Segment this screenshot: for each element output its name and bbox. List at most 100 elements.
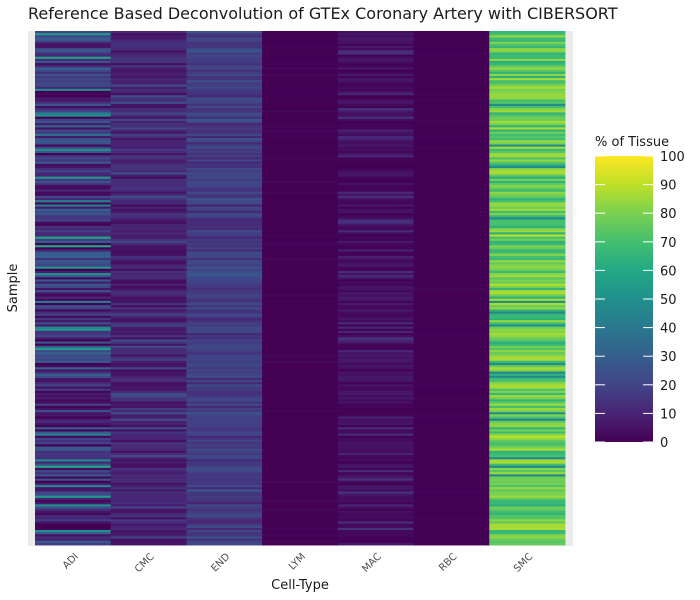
heatmap-cell bbox=[262, 80, 339, 83]
heatmap-cell bbox=[186, 165, 263, 169]
heatmap-cell bbox=[489, 202, 566, 205]
heatmap-cell bbox=[413, 500, 490, 503]
heatmap-cell bbox=[186, 148, 263, 152]
heatmap-cell bbox=[262, 35, 339, 38]
heatmap-cell bbox=[337, 116, 414, 120]
heatmap-cell bbox=[35, 515, 112, 518]
heatmap-cell bbox=[337, 245, 414, 248]
heatmap-cell bbox=[489, 97, 566, 100]
heatmap-cell bbox=[35, 418, 112, 422]
heatmap-cell bbox=[413, 369, 490, 372]
heatmap-cell bbox=[262, 172, 339, 175]
heatmap-cell bbox=[337, 328, 414, 332]
heatmap-cell bbox=[186, 290, 263, 293]
heatmap-cell bbox=[110, 493, 187, 497]
heatmap-cell bbox=[110, 440, 187, 443]
heatmap-cell bbox=[413, 448, 490, 452]
heatmap-cell bbox=[35, 437, 112, 441]
heatmap-cell bbox=[186, 337, 263, 340]
heatmap-cell bbox=[413, 170, 490, 173]
heatmap-cell bbox=[110, 73, 187, 77]
heatmap-cell bbox=[110, 204, 187, 208]
heatmap-cell bbox=[186, 504, 263, 507]
heatmap-cell bbox=[110, 285, 187, 289]
heatmap-cell bbox=[413, 313, 490, 317]
heatmap-cell bbox=[186, 343, 263, 347]
heatmap-cell bbox=[110, 191, 187, 195]
heatmap-cell bbox=[262, 313, 339, 317]
heatmap-cell bbox=[489, 112, 566, 115]
heatmap-cell bbox=[489, 165, 566, 169]
heatmap-cell bbox=[110, 412, 187, 415]
heatmap-cell bbox=[186, 390, 263, 394]
heatmap-cell bbox=[186, 125, 263, 128]
heatmap-cell bbox=[110, 433, 187, 437]
heatmap-cell bbox=[186, 48, 263, 51]
heatmap-cell bbox=[262, 452, 339, 456]
heatmap-cell bbox=[489, 150, 566, 154]
heatmap-cell bbox=[489, 114, 566, 118]
heatmap-cell bbox=[262, 521, 339, 524]
heatmap-cell bbox=[110, 245, 187, 248]
heatmap-cell bbox=[413, 536, 490, 539]
heatmap-cell bbox=[337, 54, 414, 58]
heatmap-cell bbox=[35, 56, 112, 60]
heatmap-cell bbox=[413, 146, 490, 150]
heatmap-cell bbox=[337, 309, 414, 312]
heatmap-cell bbox=[489, 431, 566, 435]
heatmap-cell bbox=[337, 101, 414, 105]
heatmap-cell bbox=[413, 343, 490, 347]
heatmap-cell bbox=[186, 416, 263, 420]
heatmap-cell bbox=[110, 69, 187, 73]
heatmap-cell bbox=[262, 50, 339, 53]
heatmap-cell bbox=[110, 110, 187, 113]
heatmap-cell bbox=[110, 176, 187, 180]
heatmap-cell bbox=[186, 358, 263, 362]
heatmap-cell bbox=[35, 249, 112, 252]
heatmap-cell bbox=[35, 131, 112, 135]
heatmap-cell bbox=[413, 120, 490, 124]
heatmap-cell bbox=[337, 258, 414, 261]
heatmap-cell bbox=[262, 392, 339, 396]
heatmap-cell bbox=[35, 290, 112, 293]
heatmap-cell bbox=[337, 56, 414, 60]
heatmap-cell bbox=[186, 465, 263, 469]
heatmap-cells bbox=[35, 31, 566, 546]
heatmap-cell bbox=[110, 298, 187, 302]
heatmap-cell bbox=[186, 123, 263, 126]
heatmap-cell bbox=[186, 88, 263, 92]
heatmap-cell bbox=[110, 322, 187, 325]
heatmap-cell bbox=[413, 80, 490, 83]
heatmap-cell bbox=[413, 71, 490, 75]
heatmap-cell bbox=[413, 279, 490, 282]
heatmap-cell bbox=[186, 210, 263, 214]
heatmap-cell bbox=[110, 476, 187, 480]
heatmap-cell bbox=[110, 258, 187, 261]
heatmap-cell bbox=[337, 412, 414, 415]
heatmap-cell bbox=[186, 178, 263, 182]
heatmap-cell bbox=[35, 236, 112, 240]
heatmap-cell bbox=[186, 155, 263, 158]
heatmap-cell bbox=[262, 405, 339, 409]
heatmap-cell bbox=[337, 234, 414, 237]
heatmap-cell bbox=[35, 84, 112, 88]
heatmap-cell bbox=[337, 362, 414, 366]
heatmap-cell bbox=[489, 33, 566, 36]
heatmap-cell bbox=[489, 148, 566, 152]
heatmap-cell bbox=[110, 455, 187, 458]
heatmap-cell bbox=[413, 298, 490, 302]
heatmap-cell bbox=[262, 138, 339, 141]
heatmap-cell bbox=[262, 455, 339, 458]
heatmap-cell bbox=[413, 155, 490, 158]
heatmap-cell bbox=[489, 542, 566, 546]
heatmap-cell bbox=[186, 369, 263, 372]
heatmap-cell bbox=[186, 142, 263, 145]
heatmap-cell bbox=[35, 322, 112, 325]
heatmap-cell bbox=[186, 43, 263, 47]
heatmap-cell bbox=[262, 341, 339, 345]
heatmap-cell bbox=[489, 482, 566, 486]
heatmap-cell bbox=[413, 405, 490, 409]
heatmap-cell bbox=[35, 407, 112, 411]
heatmap-cell bbox=[35, 116, 112, 120]
heatmap-cell bbox=[110, 397, 187, 400]
